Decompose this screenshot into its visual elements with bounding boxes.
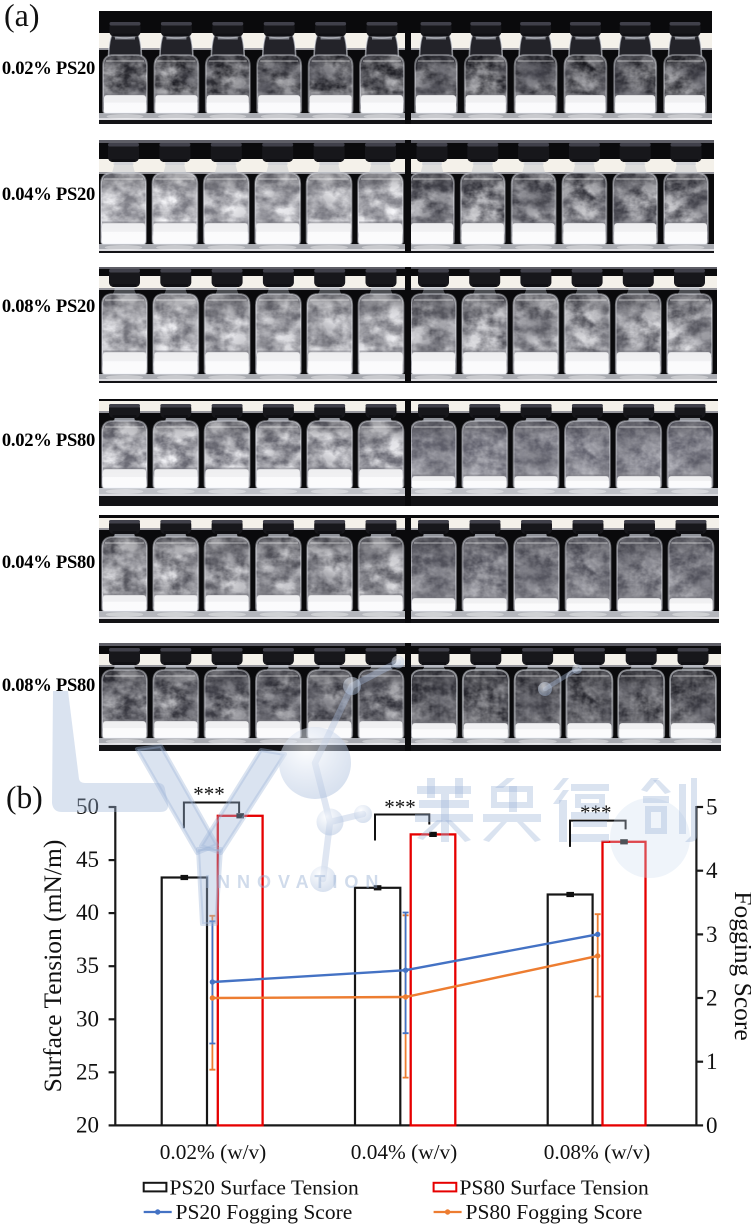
svg-text:INNOVATION: INNOVATION (205, 872, 385, 892)
svg-text:***: *** (193, 782, 225, 806)
svg-text:4: 4 (706, 858, 718, 883)
svg-text:0.08% (w/v): 0.08% (w/v) (544, 1140, 650, 1164)
svg-text:***: *** (384, 795, 416, 819)
svg-text:Surface Tension (mN/m): Surface Tension (mN/m) (38, 840, 67, 1093)
svg-text:40: 40 (76, 900, 99, 925)
svg-text:2: 2 (706, 986, 718, 1011)
svg-text:25: 25 (76, 1059, 99, 1084)
svg-text:45: 45 (76, 847, 99, 872)
svg-text:PS20 Fogging Score: PS20 Fogging Score (176, 1200, 353, 1224)
svg-text:PS80 Fogging Score: PS80 Fogging Score (466, 1200, 643, 1224)
svg-text:5: 5 (706, 795, 718, 820)
svg-text:20: 20 (76, 1112, 99, 1137)
svg-text:30: 30 (76, 1006, 99, 1031)
svg-text:***: *** (580, 801, 612, 825)
svg-text:0: 0 (706, 1113, 718, 1138)
svg-text:50: 50 (76, 794, 99, 819)
svg-text:35: 35 (76, 953, 99, 978)
svg-text:1: 1 (706, 1049, 718, 1074)
svg-text:0.04% (w/v): 0.04% (w/v) (351, 1140, 457, 1164)
svg-text:3: 3 (706, 922, 718, 947)
svg-text:PS20 Surface Tension: PS20 Surface Tension (170, 1176, 359, 1200)
svg-text:Fogging Score: Fogging Score (729, 891, 751, 1040)
svg-text:0.02% (w/v): 0.02% (w/v) (160, 1140, 266, 1164)
svg-text:PS80 Surface Tension: PS80 Surface Tension (460, 1176, 649, 1200)
